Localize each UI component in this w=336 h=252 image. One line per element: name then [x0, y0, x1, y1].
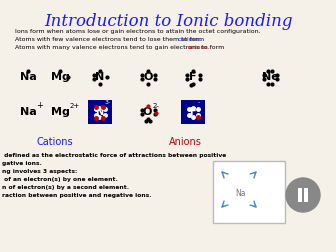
Text: defined as the electrostatic force of attractions between positive: defined as the electrostatic force of at…: [2, 153, 226, 158]
Text: O: O: [142, 107, 152, 117]
Text: Introduction to Ionic bonding: Introduction to Ionic bonding: [44, 13, 292, 30]
Text: ng involves 3 aspects:: ng involves 3 aspects:: [2, 169, 77, 174]
Text: N: N: [95, 107, 103, 117]
Text: -: -: [198, 101, 200, 106]
Text: Atoms with few valence electrons tend to lose them to form: Atoms with few valence electrons tend to…: [15, 37, 206, 42]
Text: Atoms with many valence electrons tend to gain electrons to form: Atoms with many valence electrons tend t…: [15, 45, 226, 50]
Text: Cations: Cations: [37, 137, 73, 147]
Text: Na: Na: [19, 107, 36, 117]
Text: n of electron(s) by a second element.: n of electron(s) by a second element.: [2, 185, 129, 190]
Text: Mg: Mg: [50, 72, 70, 82]
Text: raction between positive and negative ions.: raction between positive and negative io…: [2, 193, 152, 198]
Text: Ions form when atoms lose or gain electrons to attain the octet configuration.: Ions form when atoms lose or gain electr…: [15, 29, 261, 34]
Text: Mg: Mg: [50, 107, 70, 117]
Bar: [304, 188, 308, 202]
Text: F: F: [189, 107, 195, 117]
Text: Na: Na: [235, 188, 245, 198]
Text: Anions: Anions: [169, 137, 202, 147]
Text: Na: Na: [19, 72, 36, 82]
Text: F: F: [189, 72, 197, 82]
Text: 2-: 2-: [153, 103, 160, 109]
Text: 3-: 3-: [105, 101, 111, 106]
Text: N: N: [95, 72, 104, 82]
Text: gative ions.: gative ions.: [2, 161, 42, 166]
Bar: [88, 100, 112, 124]
Text: O: O: [143, 72, 153, 82]
Text: Ne: Ne: [262, 72, 278, 82]
Text: 2+: 2+: [70, 103, 80, 109]
Bar: [298, 188, 302, 202]
Text: of an electron(s) by one element.: of an electron(s) by one element.: [2, 177, 118, 182]
Text: cations.: cations.: [178, 37, 203, 42]
Bar: [181, 100, 205, 124]
Text: anions.: anions.: [188, 45, 211, 50]
FancyBboxPatch shape: [213, 161, 285, 223]
Circle shape: [286, 178, 320, 212]
Text: +: +: [36, 102, 43, 110]
